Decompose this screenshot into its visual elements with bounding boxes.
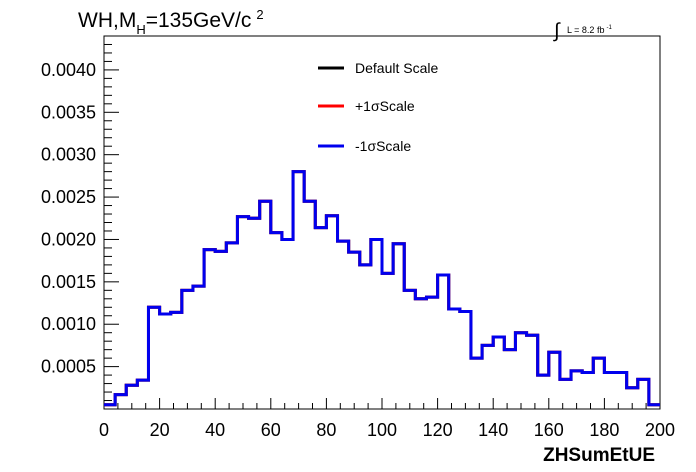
- y-tick-label: 0.0015: [41, 272, 96, 292]
- y-tick-label: 0.0005: [41, 357, 96, 377]
- luminosity-text: L = 8.2 fb: [567, 25, 604, 35]
- y-axis: 0.0005 0.0010 0.0015 0.0020 0.0025 0.0030 0.00…: [41, 35, 119, 402]
- y-tick-label: 0.0025: [41, 187, 96, 207]
- y-tick-label: 0.0010: [41, 314, 96, 334]
- x-axis: 0 20 40 60 80 100 120 140 160 180 200: [99, 398, 675, 440]
- x-tick-label: 40: [205, 420, 225, 440]
- x-tick-label: 60: [261, 420, 281, 440]
- legend-label: -1σScale: [355, 138, 411, 154]
- title-rest: =135GeV/c: [146, 9, 252, 32]
- legend: Default Scale +1σScale -1σScale: [318, 60, 438, 154]
- title-superscript: 2: [256, 7, 263, 22]
- y-tick-label: 0.0020: [41, 229, 96, 249]
- title-prefix: WH,M: [78, 9, 136, 32]
- legend-label: Default Scale: [355, 60, 438, 76]
- x-tick-label: 200: [645, 420, 675, 440]
- series-layer: [104, 170, 660, 407]
- luminosity-integral: ∫: [553, 20, 561, 42]
- chart-title: WH,MH=135GeV/c 2: [78, 7, 264, 37]
- x-tick-label: 0: [99, 420, 109, 440]
- y-tick-label: 0.0030: [41, 145, 96, 165]
- y-tick-label: 0.0035: [41, 102, 96, 122]
- luminosity-label: L = 8.2 fb -1: [567, 25, 612, 35]
- x-tick-label: 140: [478, 420, 508, 440]
- x-tick-label: 80: [316, 420, 336, 440]
- x-tick-label: 120: [423, 420, 453, 440]
- x-tick-label: 160: [534, 420, 564, 440]
- plot-frame: [103, 35, 661, 410]
- legend-label: +1σScale: [355, 98, 415, 114]
- x-tick-label: 20: [150, 420, 170, 440]
- x-tick-label: 180: [589, 420, 619, 440]
- x-axis-title: ZHSumEtUE: [543, 445, 655, 466]
- y-tick-label: 0.0040: [41, 60, 96, 80]
- title-subscript: H: [136, 22, 145, 37]
- luminosity-superscript: -1: [606, 25, 612, 31]
- x-tick-label: 100: [367, 420, 397, 440]
- series-line-2: [104, 170, 660, 407]
